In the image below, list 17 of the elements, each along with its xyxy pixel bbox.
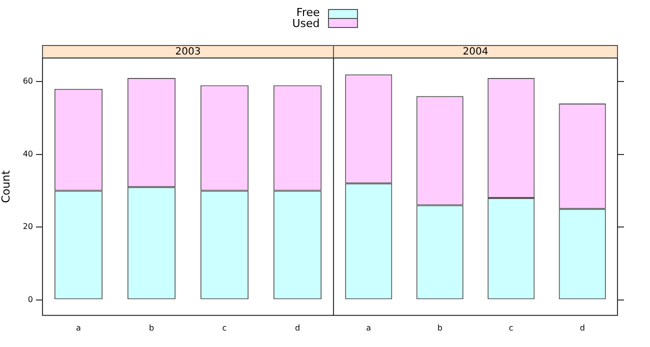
- x-tick-label: d: [294, 323, 300, 332]
- x-tick-label: b: [148, 323, 154, 332]
- x-tick-label: c: [508, 323, 514, 332]
- x-tick-label: d: [580, 323, 585, 332]
- chart-title: 2004: [462, 46, 488, 58]
- chart-title: 2003: [175, 46, 201, 58]
- y-axis-title: Count: [0, 170, 12, 204]
- y-tick-label: 20: [22, 222, 33, 232]
- x-tick-label: a: [366, 323, 372, 332]
- y-tick-label: 60: [22, 76, 33, 86]
- x-tick-label: c: [222, 323, 227, 332]
- x-tick-label: a: [76, 323, 82, 332]
- legend-label: Free: [296, 6, 320, 19]
- y-tick-label: 40: [22, 149, 33, 158]
- legend-label: Used: [292, 17, 320, 30]
- x-tick-label: b: [437, 323, 442, 332]
- y-tick-label: 0: [28, 294, 33, 304]
